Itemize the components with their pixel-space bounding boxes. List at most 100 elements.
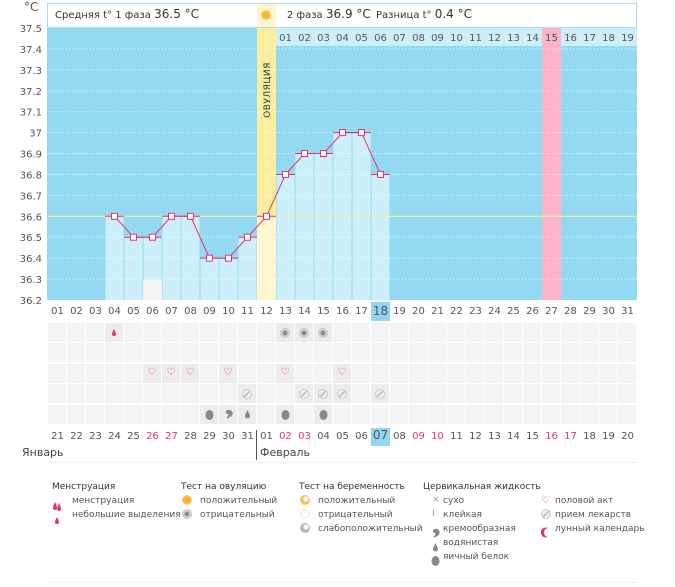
symptom-cell[interactable] [390, 384, 408, 404]
symptom-cell[interactable] [618, 323, 636, 342]
calendar-date[interactable]: 21 [51, 431, 64, 442]
symptom-cell[interactable] [428, 404, 446, 424]
symptom-cell[interactable] [523, 343, 541, 363]
cycle-day-label[interactable]: 28 [564, 306, 577, 317]
symptom-cell[interactable] [295, 363, 313, 383]
symptom-cell[interactable]: ♡ [181, 363, 199, 383]
symptom-cell[interactable] [295, 384, 313, 404]
symptom-cell[interactable] [67, 343, 85, 363]
symptom-cell[interactable] [428, 323, 446, 342]
cycle-day-label[interactable]: 13 [279, 306, 292, 317]
calendar-date[interactable]: 23 [89, 431, 102, 442]
symptom-cell[interactable] [504, 363, 522, 383]
symptom-cell[interactable] [238, 363, 256, 383]
symptom-cell[interactable] [181, 404, 199, 424]
symptom-cell[interactable] [124, 323, 142, 342]
symptom-cell[interactable] [86, 323, 104, 342]
symptom-cell[interactable] [599, 323, 617, 342]
symptom-cell[interactable] [219, 343, 237, 363]
calendar-date[interactable]: 18 [583, 431, 596, 442]
symptom-cell[interactable] [314, 323, 332, 342]
symptom-cell[interactable] [485, 343, 503, 363]
symptom-cell[interactable] [124, 404, 142, 424]
symptom-cell[interactable] [618, 404, 636, 424]
symptom-cell[interactable] [67, 363, 85, 383]
symptom-cell[interactable] [504, 343, 522, 363]
symptom-cell[interactable] [105, 404, 123, 424]
symptom-cell[interactable] [561, 384, 579, 404]
symptom-cell[interactable] [238, 384, 256, 404]
symptom-cell[interactable] [504, 323, 522, 342]
symptom-cell[interactable] [542, 343, 560, 363]
symptom-cell[interactable] [390, 404, 408, 424]
symptom-cell[interactable] [162, 323, 180, 342]
symptom-cell[interactable] [276, 343, 294, 363]
symptom-cell[interactable] [561, 363, 579, 383]
symptom-cell[interactable] [314, 343, 332, 363]
symptom-cell[interactable] [86, 404, 104, 424]
symptom-cell[interactable] [86, 343, 104, 363]
cycle-day-label[interactable]: 11 [241, 306, 254, 317]
symptom-cell[interactable] [352, 384, 370, 404]
cycle-day-label[interactable]: 09 [203, 306, 216, 317]
symptom-cell[interactable] [523, 384, 541, 404]
symptom-cell[interactable] [447, 343, 465, 363]
calendar-date[interactable]: 07 [371, 428, 390, 446]
symptom-cell[interactable] [295, 323, 313, 342]
cycle-day-label[interactable]: 06 [146, 306, 159, 317]
calendar-date[interactable]: 28 [184, 431, 197, 442]
symptom-cell[interactable] [200, 363, 218, 383]
symptom-cell[interactable] [599, 343, 617, 363]
symptom-cell[interactable]: ♡ [219, 363, 237, 383]
symptom-cell[interactable] [238, 343, 256, 363]
calendar-date[interactable]: 06 [355, 431, 368, 442]
symptom-cell[interactable] [504, 404, 522, 424]
symptom-cell[interactable] [390, 363, 408, 383]
symptom-cell[interactable] [599, 363, 617, 383]
cycle-day-label[interactable]: 17 [355, 306, 368, 317]
symptom-cell[interactable] [257, 323, 275, 342]
symptom-cell[interactable] [466, 343, 484, 363]
cycle-day-label[interactable]: 29 [583, 306, 596, 317]
symptom-cell[interactable] [143, 323, 161, 342]
symptom-cell[interactable] [219, 384, 237, 404]
calendar-date[interactable]: 02 [279, 431, 292, 442]
symptom-cell[interactable] [485, 363, 503, 383]
cycle-day-label[interactable]: 22 [450, 306, 463, 317]
calendar-date[interactable]: 10 [431, 431, 444, 442]
cycle-day-label[interactable]: 10 [222, 306, 235, 317]
calendar-date[interactable]: 03 [298, 431, 311, 442]
symptom-cell[interactable] [409, 363, 427, 383]
symptom-cell[interactable] [86, 363, 104, 383]
symptom-cell[interactable] [618, 363, 636, 383]
symptom-cell[interactable] [428, 384, 446, 404]
symptom-cell[interactable] [428, 363, 446, 383]
symptom-cell[interactable] [219, 404, 237, 424]
cycle-day-label[interactable]: 04 [108, 306, 121, 317]
symptom-cell[interactable] [67, 384, 85, 404]
symptom-cell[interactable] [162, 404, 180, 424]
symptom-cell[interactable] [257, 363, 275, 383]
symptom-cell[interactable] [48, 343, 66, 363]
symptom-cell[interactable] [352, 363, 370, 383]
symptom-cell[interactable] [67, 404, 85, 424]
symptom-cell[interactable] [200, 323, 218, 342]
symptom-cell[interactable] [276, 323, 294, 342]
symptom-cell[interactable] [447, 363, 465, 383]
symptom-cell[interactable] [219, 323, 237, 342]
cycle-day-label[interactable]: 12 [260, 306, 273, 317]
symptom-cell[interactable] [200, 343, 218, 363]
symptom-cell[interactable] [124, 363, 142, 383]
cycle-day-label[interactable]: 15 [317, 306, 330, 317]
cycle-day-label[interactable]: 08 [184, 306, 197, 317]
symptom-cell[interactable] [314, 384, 332, 404]
symptom-cell[interactable] [352, 343, 370, 363]
calendar-date[interactable]: 15 [526, 431, 539, 442]
symptom-cell[interactable] [143, 343, 161, 363]
symptom-cell[interactable] [238, 404, 256, 424]
symptom-cell[interactable] [105, 323, 123, 342]
symptom-cell[interactable] [580, 363, 598, 383]
cycle-day-label[interactable]: 02 [70, 306, 83, 317]
cycle-day-label[interactable]: 01 [51, 306, 64, 317]
symptom-cell[interactable] [105, 343, 123, 363]
